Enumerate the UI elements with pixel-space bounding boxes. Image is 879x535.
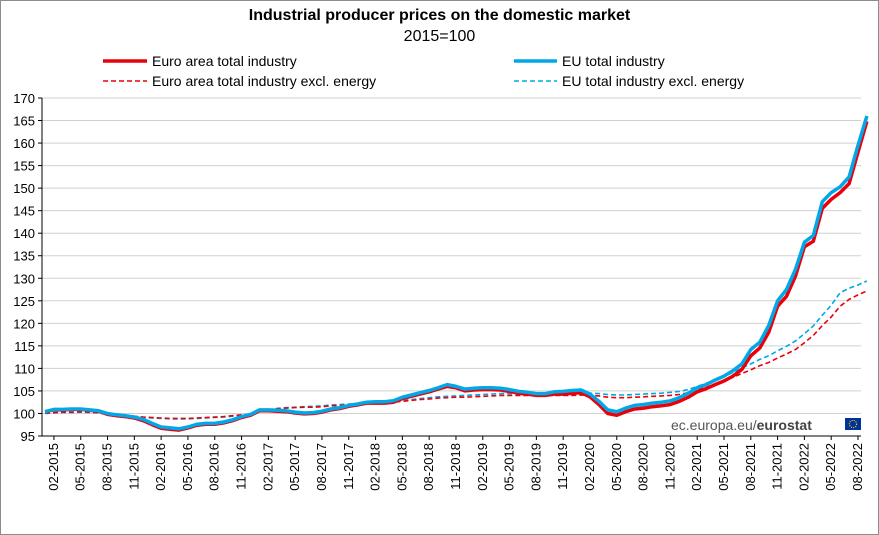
- series-line-euro-area-total-industry: [44, 120, 869, 432]
- x-tick-label: 11-2017: [341, 443, 356, 490]
- x-tick-label: 05-2019: [502, 443, 517, 491]
- y-axis-ticks: 95 100 105 110 115 120 125 130 135 140 145 150 155 16…: [13, 91, 42, 444]
- legend-item-eu-excl-energy: EU total industry excl. energy: [514, 73, 744, 89]
- x-tick-label: 08-2018: [421, 443, 436, 491]
- y-tick-label: 115: [14, 339, 35, 354]
- x-tick-label: 08-2021: [743, 443, 758, 491]
- y-tick-label: 165: [13, 114, 35, 129]
- x-tick-label: 02-2019: [475, 443, 490, 491]
- x-tick-label: 05-2021: [716, 443, 731, 491]
- x-tick-label: 11-2015: [126, 443, 141, 490]
- series-line-eu-total-industry: [44, 115, 869, 431]
- y-tick-label: 145: [13, 204, 35, 219]
- legend-label-euro-area-excl-energy: Euro area total industry excl. energy: [152, 73, 376, 89]
- y-tick-label: 110: [14, 361, 35, 376]
- source-brand: eurostat: [757, 417, 813, 433]
- x-axis-ticks: 02-2015 05-2015 08-2015 11-2015 02-2016 05-20…: [46, 436, 865, 491]
- series-line-eu-total-industry-excl-energy: [44, 280, 868, 420]
- gridlines: [42, 97, 861, 414]
- series-line-euro-area-total-industry-excl-energy: [44, 290, 868, 420]
- source-credit: ec.europa.eu/eurostat: [671, 417, 861, 433]
- y-tick-label: 100: [13, 406, 35, 421]
- x-tick-label: 08-2020: [636, 443, 651, 491]
- y-tick-label: 150: [13, 181, 35, 196]
- x-tick-label: 08-2015: [100, 443, 115, 491]
- legend-item-eu-total: EU total industry: [514, 53, 665, 69]
- y-tick-label: 140: [13, 226, 35, 241]
- x-tick-label: 02-2021: [689, 443, 704, 491]
- y-tick-label: 120: [13, 316, 35, 331]
- x-tick-label: 02-2018: [368, 443, 383, 491]
- legend-label-eu-total: EU total industry: [562, 53, 665, 69]
- source-domain: ec.europa.eu/: [671, 417, 757, 433]
- x-tick-label: 11-2021: [770, 443, 785, 490]
- y-tick-label: 125: [13, 294, 35, 309]
- x-tick-label: 02-2016: [153, 443, 168, 491]
- eu-flag-icon: [845, 418, 861, 430]
- x-tick-label: 05-2022: [823, 443, 838, 491]
- y-tick-label: 130: [13, 271, 35, 286]
- x-tick-label: 05-2015: [73, 443, 88, 491]
- y-tick-label: 135: [13, 249, 35, 264]
- x-tick-label: 11-2018: [448, 443, 463, 490]
- y-tick-label: 155: [13, 159, 35, 174]
- y-tick-label: 105: [13, 384, 35, 399]
- x-tick-label: 11-2016: [234, 443, 249, 490]
- x-tick-label: 11-2020: [662, 443, 677, 490]
- x-tick-label: 11-2019: [555, 443, 570, 490]
- x-tick-label: 08-2016: [207, 443, 222, 491]
- legend-label-euro-area-total: Euro area total industry: [152, 53, 297, 69]
- x-tick-label: 08-2022: [850, 443, 865, 491]
- x-tick-label: 05-2020: [609, 443, 624, 491]
- x-tick-label: 02-2017: [260, 443, 275, 491]
- y-tick-label: 160: [13, 136, 35, 151]
- x-tick-label: 05-2016: [180, 443, 195, 491]
- x-tick-label: 05-2018: [394, 443, 409, 491]
- legend: Euro area total industry EU total indust…: [103, 53, 744, 89]
- x-tick-label: 02-2020: [582, 443, 597, 491]
- x-tick-label: 02-2015: [46, 443, 61, 491]
- chart-subtitle: 2015=100: [403, 28, 476, 45]
- legend-item-euro-area-total: Euro area total industry: [103, 53, 297, 69]
- y-tick-label: 95: [21, 429, 35, 444]
- legend-item-euro-area-excl-energy: Euro area total industry excl. energy: [103, 73, 376, 89]
- x-tick-label: 05-2017: [287, 443, 302, 491]
- series-lines: [44, 115, 869, 432]
- axes: [41, 98, 861, 437]
- chart-title: Industrial producer prices on the domest…: [248, 7, 631, 24]
- source-text: ec.europa.eu/eurostat: [671, 417, 812, 433]
- x-tick-label: 08-2019: [528, 443, 543, 491]
- legend-label-eu-excl-energy: EU total industry excl. energy: [562, 73, 744, 89]
- x-tick-label: 08-2017: [314, 443, 329, 491]
- y-tick-label: 170: [13, 91, 35, 106]
- x-tick-label: 02-2022: [796, 443, 811, 491]
